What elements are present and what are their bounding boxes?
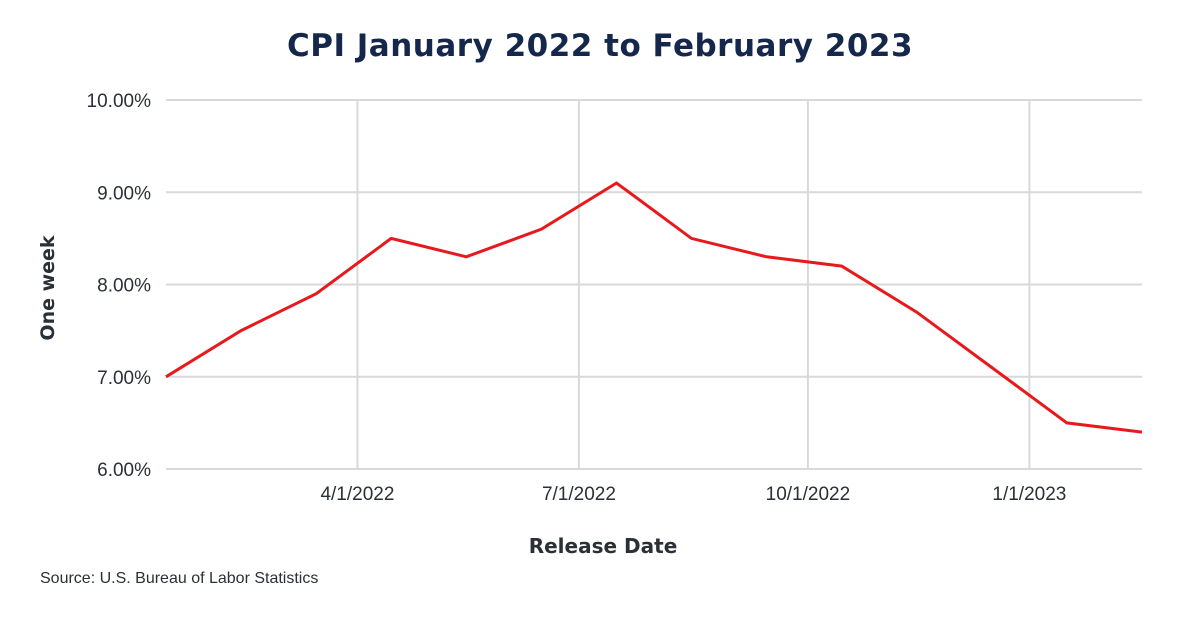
y-tick-label: 7.00% — [97, 368, 151, 389]
x-tick-label: 7/1/2022 — [542, 484, 616, 505]
cpi-series-line — [165, 181, 1143, 434]
vertical-gridlines — [356, 100, 1031, 469]
y-tick-label: 10.00% — [87, 91, 152, 112]
x-tick-label: 10/1/2022 — [766, 484, 851, 505]
horizontal-gridlines — [166, 99, 1142, 470]
y-tick-label: 8.00% — [97, 276, 151, 297]
source-note: Source: U.S. Bureau of Labor Statistics — [40, 570, 319, 587]
x-axis-ticks: 4/1/2022 7/1/2022 10/1/2022 1/1/2023 — [320, 484, 1066, 505]
y-tick-label: 9.00% — [97, 183, 151, 204]
y-axis-ticks: 10.00% 9.00% 8.00% 7.00% 6.00% — [87, 91, 152, 481]
chart-title: CPI January 2022 to February 2023 — [286, 28, 914, 64]
x-tick-label: 4/1/2022 — [320, 484, 394, 505]
x-axis-label: Release Date — [528, 534, 678, 558]
y-tick-label: 6.00% — [97, 460, 151, 481]
x-tick-label: 1/1/2023 — [992, 484, 1066, 505]
y-axis-label: One week — [37, 235, 59, 341]
